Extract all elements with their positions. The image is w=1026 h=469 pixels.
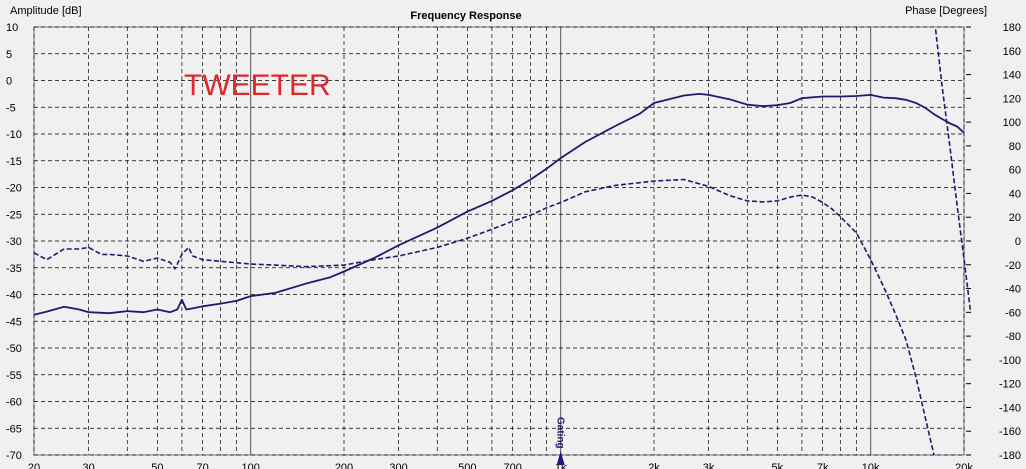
right-axis-label: Phase [Degrees] [905, 5, 987, 17]
x-tick-label: 50 [151, 462, 163, 469]
left-tick-label: -20 [6, 183, 22, 195]
left-tick-label: 0 [6, 76, 12, 88]
left-tick-label: 10 [6, 22, 18, 34]
right-tick-label: -80 [1005, 331, 1021, 343]
left-tick-label: -60 [6, 397, 22, 409]
right-tick-label: -20 [1005, 260, 1021, 272]
chart-title: Frequency Response [410, 10, 521, 22]
series-layer [33, 29, 972, 456]
left-tick-label: -45 [6, 316, 22, 328]
gridlines [33, 26, 965, 456]
phase-dashed-line [934, 29, 972, 313]
left-tick-label: -15 [6, 156, 22, 168]
right-tick-label: 60 [1009, 165, 1021, 177]
right-tick-label: 40 [1009, 188, 1021, 200]
amplitude-solid-line [33, 93, 965, 316]
x-tick-label: 700 [503, 462, 521, 469]
x-tick-label: 10k [862, 462, 880, 469]
right-tick-label: -100 [999, 355, 1021, 367]
x-tick-label: 300 [389, 462, 407, 469]
left-tick-label: -10 [6, 129, 22, 141]
left-tick-label: 5 [6, 49, 12, 61]
gating-marker-arrow[interactable] [556, 451, 565, 465]
gating-marker-label[interactable]: Gating [555, 417, 566, 449]
x-tick-label: 1k [555, 462, 567, 469]
right-tick-label: -180 [999, 450, 1021, 462]
left-tick-label: -25 [6, 209, 22, 221]
right-tick-label: 160 [1003, 46, 1021, 58]
right-tick-label: -40 [1005, 284, 1021, 296]
left-tick-label: -50 [6, 343, 22, 355]
left-tick-label: -5 [6, 102, 16, 114]
x-tick-label: 20k [955, 462, 973, 469]
x-tick-label: 30 [82, 462, 94, 469]
left-tick-label: -40 [6, 290, 22, 302]
left-tick-label: -65 [6, 423, 22, 435]
x-tick-label: 3k [703, 462, 715, 469]
left-axis-label: Amplitude [dB] [10, 5, 82, 17]
x-tick-label: 2k [648, 462, 660, 469]
right-tick-label: 80 [1009, 141, 1021, 153]
right-tick-label: 20 [1009, 212, 1021, 224]
left-tick-label: -35 [6, 263, 22, 275]
tweeter-annotation: TWEETER [184, 69, 331, 102]
right-tick-label: 180 [1003, 22, 1021, 34]
left-tick-label: -70 [6, 450, 22, 462]
right-tick-label: 120 [1003, 93, 1021, 105]
right-tick-label: 140 [1003, 70, 1021, 82]
x-tick-label: 7k [817, 462, 829, 469]
right-tick-label: -120 [999, 379, 1021, 391]
x-tick-label: 70 [197, 462, 209, 469]
right-tick-label: 100 [1003, 117, 1021, 129]
right-tick-label: -60 [1005, 307, 1021, 319]
x-tick-label: 5k [772, 462, 784, 469]
x-tick-label: 20 [28, 462, 40, 469]
right-tick-label: 0 [1015, 236, 1021, 248]
x-tick-label: 500 [458, 462, 476, 469]
gating-marker[interactable]: Gating [555, 417, 566, 465]
right-tick-label: -160 [999, 426, 1021, 438]
x-tick-label: 100 [242, 462, 260, 469]
tick-labels: 1050-5-10-15-20-25-30-35-40-45-50-55-60-… [6, 22, 1021, 469]
left-tick-label: -55 [6, 370, 22, 382]
x-tick-label: 200 [335, 462, 353, 469]
left-tick-label: -30 [6, 236, 22, 248]
right-tick-label: -140 [999, 402, 1021, 414]
